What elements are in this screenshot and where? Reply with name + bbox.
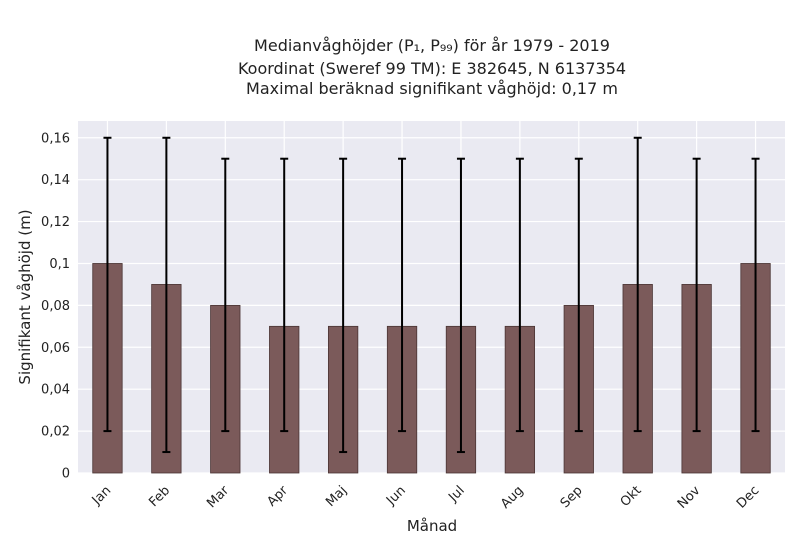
x-tick-label: Maj [323, 483, 350, 510]
y-tick-label: 0,16 [41, 131, 70, 146]
x-tick-label: Okt [618, 483, 645, 510]
x-tick-label: Jun [383, 483, 409, 509]
error-bar-jul [456, 157, 465, 454]
chart-title-line-3: Maximal beräknad signifikant våghöjd: 0,… [246, 79, 618, 98]
y-tick-label: 0,04 [41, 383, 70, 398]
y-tick-label: 0 [62, 467, 70, 482]
error-bars [103, 136, 760, 454]
y-tick-label: 0,12 [41, 215, 70, 230]
x-tick-label: Dec [734, 483, 762, 511]
x-tick-label: Jul [445, 483, 467, 505]
x-axis-label: Månad [407, 517, 457, 535]
x-tick-label: Apr [265, 483, 292, 510]
x-tick-label: Mar [204, 483, 232, 511]
plot-area [78, 121, 785, 473]
chart-title-line-1: Medianvåghöjder (P₁, P₉₉) för år 1979 - … [254, 36, 610, 55]
x-ticks: Jan Feb Mar Apr Maj Jun Jul Aug Sep Okt Nov Dec [89, 483, 763, 512]
y-tick-label: 0,02 [41, 425, 70, 440]
chart-title-line-2: Koordinat (Sweref 99 TM): E 382645, N 61… [238, 59, 626, 78]
error-bar-apr [280, 157, 289, 433]
error-bar-jan [103, 136, 112, 433]
error-bar-mar [221, 157, 230, 433]
error-bar-okt [633, 136, 642, 433]
error-bar-aug [515, 157, 524, 433]
error-bar-nov [692, 157, 701, 433]
x-tick-label: Jan [89, 483, 114, 508]
y-tick-label: 0,08 [41, 299, 70, 314]
y-tick-label: 0,14 [41, 173, 70, 188]
y-tick-label: 0,06 [41, 341, 70, 356]
x-tick-label: Aug [498, 483, 527, 512]
y-axis-label: Signifikant våghöjd (m) [16, 209, 34, 384]
error-bar-maj [339, 157, 348, 454]
y-ticks: 0 0,02 0,04 0,06 0,08 0,1 0,12 0,14 0,16 [41, 131, 70, 481]
x-tick-label: Feb [146, 483, 173, 510]
error-bar-dec [751, 157, 760, 433]
error-bar-sep [574, 157, 583, 433]
x-tick-label: Nov [675, 483, 704, 512]
error-bar-jun [398, 157, 407, 433]
error-bar-feb [162, 136, 171, 454]
x-tick-label: Sep [558, 483, 586, 511]
y-tick-label: 0,1 [49, 257, 70, 272]
